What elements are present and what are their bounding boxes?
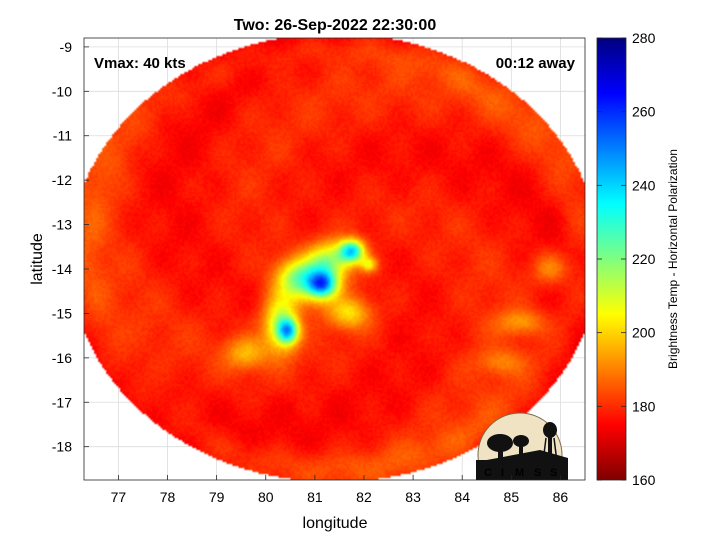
colorbar-tick-label: 280 — [632, 30, 656, 46]
plot-frame — [83, 37, 586, 481]
y-tick-label: -12 — [52, 172, 72, 188]
logo-letter-c: C — [484, 467, 492, 479]
x-axis-label: longitude — [303, 515, 368, 532]
logo-letter-i: I — [501, 467, 504, 479]
logo-letter-s1: S — [534, 467, 541, 479]
x-tick-label: 80 — [258, 489, 274, 505]
time-away-label: 00:12 away — [496, 55, 576, 72]
x-tick-label: 83 — [405, 489, 421, 505]
x-tick-label: 81 — [307, 489, 323, 505]
y-tick-label: -14 — [52, 261, 72, 277]
y-tick-label: -17 — [52, 394, 72, 410]
x-tick-label: 85 — [504, 489, 520, 505]
y-tick-label: -11 — [53, 128, 72, 144]
colorbar-tick-label: 220 — [632, 251, 656, 267]
colorbar-tick-label: 160 — [632, 472, 656, 488]
y-tick-label: -16 — [52, 350, 72, 366]
heatmap-image — [84, 38, 585, 480]
colorbar-tick-label: 260 — [632, 104, 656, 120]
colorbar-tick-label: 180 — [632, 398, 656, 414]
y-tick-label: -10 — [52, 83, 72, 99]
y-tick-label: -18 — [52, 439, 72, 455]
x-tick-label: 79 — [209, 489, 225, 505]
x-tick-label: 78 — [160, 489, 176, 505]
cimss-logo: C I M S S — [476, 412, 568, 480]
logo-letter-m: M — [515, 467, 524, 479]
y-tick-label: -9 — [60, 39, 73, 55]
colorbar-label: Brightness Temp - Horizontal Polarizatio… — [666, 149, 680, 369]
logo-letter-s2: S — [550, 467, 557, 479]
y-tick-label: -13 — [52, 217, 72, 233]
x-axis-ticks: 77 78 79 80 81 82 83 84 85 86 — [111, 475, 569, 505]
chart-title: Two: 26-Sep-2022 22:30:00 — [234, 17, 437, 34]
colorbar-ticks: 280 260 240 220 200 180 160 — [597, 30, 656, 488]
x-tick-label: 77 — [111, 489, 127, 505]
x-tick-label: 86 — [553, 489, 569, 505]
colorbar-tick-label: 200 — [632, 325, 656, 341]
x-tick-label: 82 — [356, 489, 372, 505]
y-tick-label: -15 — [52, 305, 72, 321]
vmax-label: Vmax: 40 kts — [94, 55, 186, 72]
colorbar-tick-label: 240 — [632, 177, 656, 193]
y-axis-ticks: -9 -10 -11 -12 -13 -14 -15 -16 -17 -18 — [52, 39, 89, 455]
x-tick-label: 84 — [454, 489, 470, 505]
y-axis-label: latitude — [29, 233, 46, 285]
